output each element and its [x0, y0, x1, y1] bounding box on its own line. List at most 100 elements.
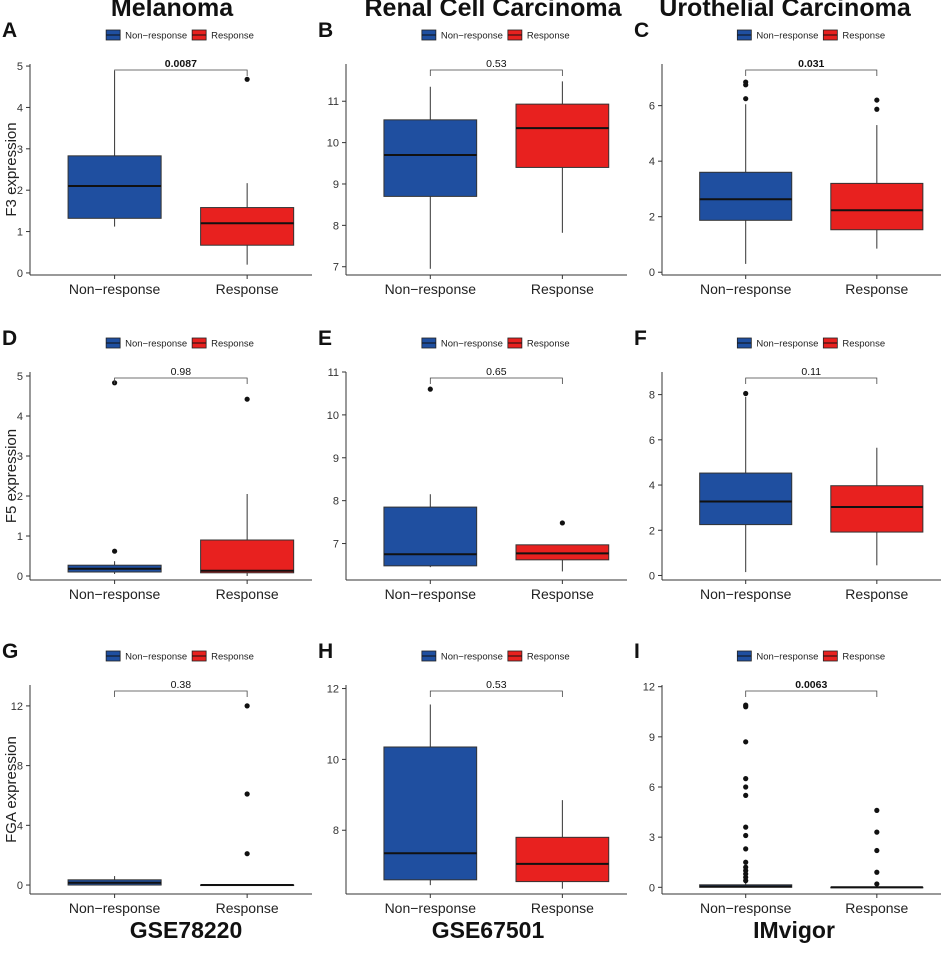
- outlier-point: [244, 396, 250, 402]
- significance-bracket: [745, 69, 878, 76]
- y-tick-label: 3: [17, 451, 23, 463]
- y-tick-label: 3: [649, 832, 655, 844]
- y-tick-label: 9: [333, 179, 339, 191]
- y-tick-label: 0: [17, 571, 23, 583]
- y-tick-label: 11: [328, 367, 339, 379]
- x-tick-label: Response: [845, 281, 908, 297]
- legend-label-non-response: Non−response: [756, 339, 818, 350]
- outlier-point: [244, 703, 250, 709]
- y-tick-label: 4: [17, 411, 23, 423]
- y-tick-label: 2: [649, 525, 655, 537]
- y-tick-label: 10: [327, 138, 339, 150]
- y-tick-label: 7: [333, 262, 339, 274]
- y-tick-label: 8: [333, 496, 339, 508]
- y-tick-label: 1: [17, 531, 23, 543]
- y-tick-label: 0: [17, 880, 23, 892]
- significance-bracket: [745, 690, 878, 697]
- outlier-point: [743, 96, 749, 102]
- y-tick-label: 4: [17, 102, 23, 114]
- panel-letter: G: [2, 640, 18, 663]
- outlier-point: [874, 97, 880, 103]
- y-tick-label: 1: [17, 227, 23, 239]
- outlier-point: [874, 106, 880, 112]
- y-tick-label: 6: [649, 101, 655, 113]
- column-title-melanoma: Melanoma: [110, 0, 234, 22]
- y-tick-label: 9: [649, 732, 655, 744]
- panel-D: D Non−response Response 0 1 2 3 4 5 Non−response R…: [2, 327, 312, 602]
- box-non-response: [383, 119, 478, 197]
- column-title-urothelial: Urothelial Carcinoma: [659, 0, 911, 22]
- x-tick-label: Non−response: [700, 586, 792, 602]
- y-tick-label: 8: [333, 825, 339, 837]
- x-tick-label: Response: [531, 900, 594, 916]
- y-tick-label: 8: [333, 220, 339, 232]
- outlier-point: [743, 776, 749, 782]
- panel-letter: E: [318, 327, 332, 350]
- x-tick-label: Response: [216, 281, 279, 297]
- box-response: [200, 539, 295, 574]
- y-tick-label: 0: [649, 570, 655, 582]
- legend-label-response: Response: [211, 652, 254, 663]
- outlier-point: [743, 824, 749, 830]
- box-response: [515, 544, 610, 561]
- outlier-point: [244, 76, 250, 82]
- x-tick-label: Response: [216, 900, 279, 916]
- outlier-point: [244, 791, 250, 797]
- legend-label-response: Response: [527, 652, 570, 663]
- panel-A: A Non−response Response 0 1 2 3 4 5 Non−response R…: [2, 19, 312, 297]
- significance-bracket: [745, 377, 878, 384]
- box-response: [830, 182, 924, 231]
- y-tick-label: 3: [17, 144, 23, 156]
- legend-label-non-response: Non−response: [756, 31, 818, 42]
- y-tick-label: 0: [649, 267, 655, 279]
- panel-letter: A: [2, 19, 17, 42]
- y-tick-label: 12: [327, 684, 339, 696]
- significance-bracket: [114, 377, 248, 384]
- panel-F: F Non−response Response 0 2 4 6 8 Non−response Re…: [634, 327, 941, 602]
- outlier-point: [874, 869, 880, 875]
- outlier-point: [743, 784, 749, 790]
- legend-label-response: Response: [842, 339, 885, 350]
- y-axis-label: F3 expression: [3, 122, 20, 216]
- legend-label-non-response: Non−response: [441, 339, 503, 350]
- x-tick-label: Non−response: [700, 281, 792, 297]
- outlier-point: [743, 702, 749, 708]
- legend-label-response: Response: [211, 339, 254, 350]
- outlier-point: [743, 390, 749, 397]
- y-tick-label: 0: [17, 268, 23, 280]
- y-tick-label: 12: [11, 701, 23, 713]
- panel-E: E Non−response Response 7 8 9 10 11 Non−response…: [318, 327, 627, 602]
- legend-label-non-response: Non−response: [441, 652, 503, 663]
- p-value-label: 0.53: [486, 679, 507, 691]
- x-tick-label: Non−response: [385, 900, 477, 916]
- y-tick-label: 9: [333, 453, 339, 465]
- legend-label-response: Response: [527, 31, 570, 42]
- y-tick-label: 11: [328, 96, 339, 108]
- box-non-response: [67, 155, 162, 219]
- x-tick-label: Non−response: [700, 900, 792, 916]
- outlier-point: [743, 832, 749, 839]
- y-tick-label: 4: [649, 156, 655, 168]
- legend-label-non-response: Non−response: [125, 652, 187, 663]
- p-value-label: 0.53: [486, 58, 507, 70]
- x-tick-label: Response: [845, 586, 908, 602]
- p-value-label: 0.031: [798, 58, 824, 70]
- box-response: [515, 836, 610, 883]
- legend-label-response: Response: [527, 339, 570, 350]
- y-tick-label: 2: [649, 212, 655, 224]
- outlier-point: [112, 548, 118, 554]
- dataset-label-imvigor: IMvigor: [753, 917, 835, 943]
- y-tick-label: 10: [327, 410, 339, 422]
- p-value-label: 0.0063: [795, 679, 827, 691]
- y-tick-label: 4: [649, 480, 655, 492]
- outlier-point: [743, 739, 749, 745]
- y-tick-label: 2: [17, 185, 23, 197]
- outlier-point: [559, 520, 565, 526]
- x-tick-label: Response: [531, 586, 594, 602]
- legend-label-response: Response: [211, 31, 254, 42]
- significance-bracket: [429, 377, 563, 384]
- box-non-response: [383, 746, 478, 881]
- panel-letter: B: [318, 19, 333, 42]
- panel-I: I Non−response Response 0 3 6 9 12 Non−response R…: [634, 640, 941, 916]
- significance-bracket: [429, 690, 563, 697]
